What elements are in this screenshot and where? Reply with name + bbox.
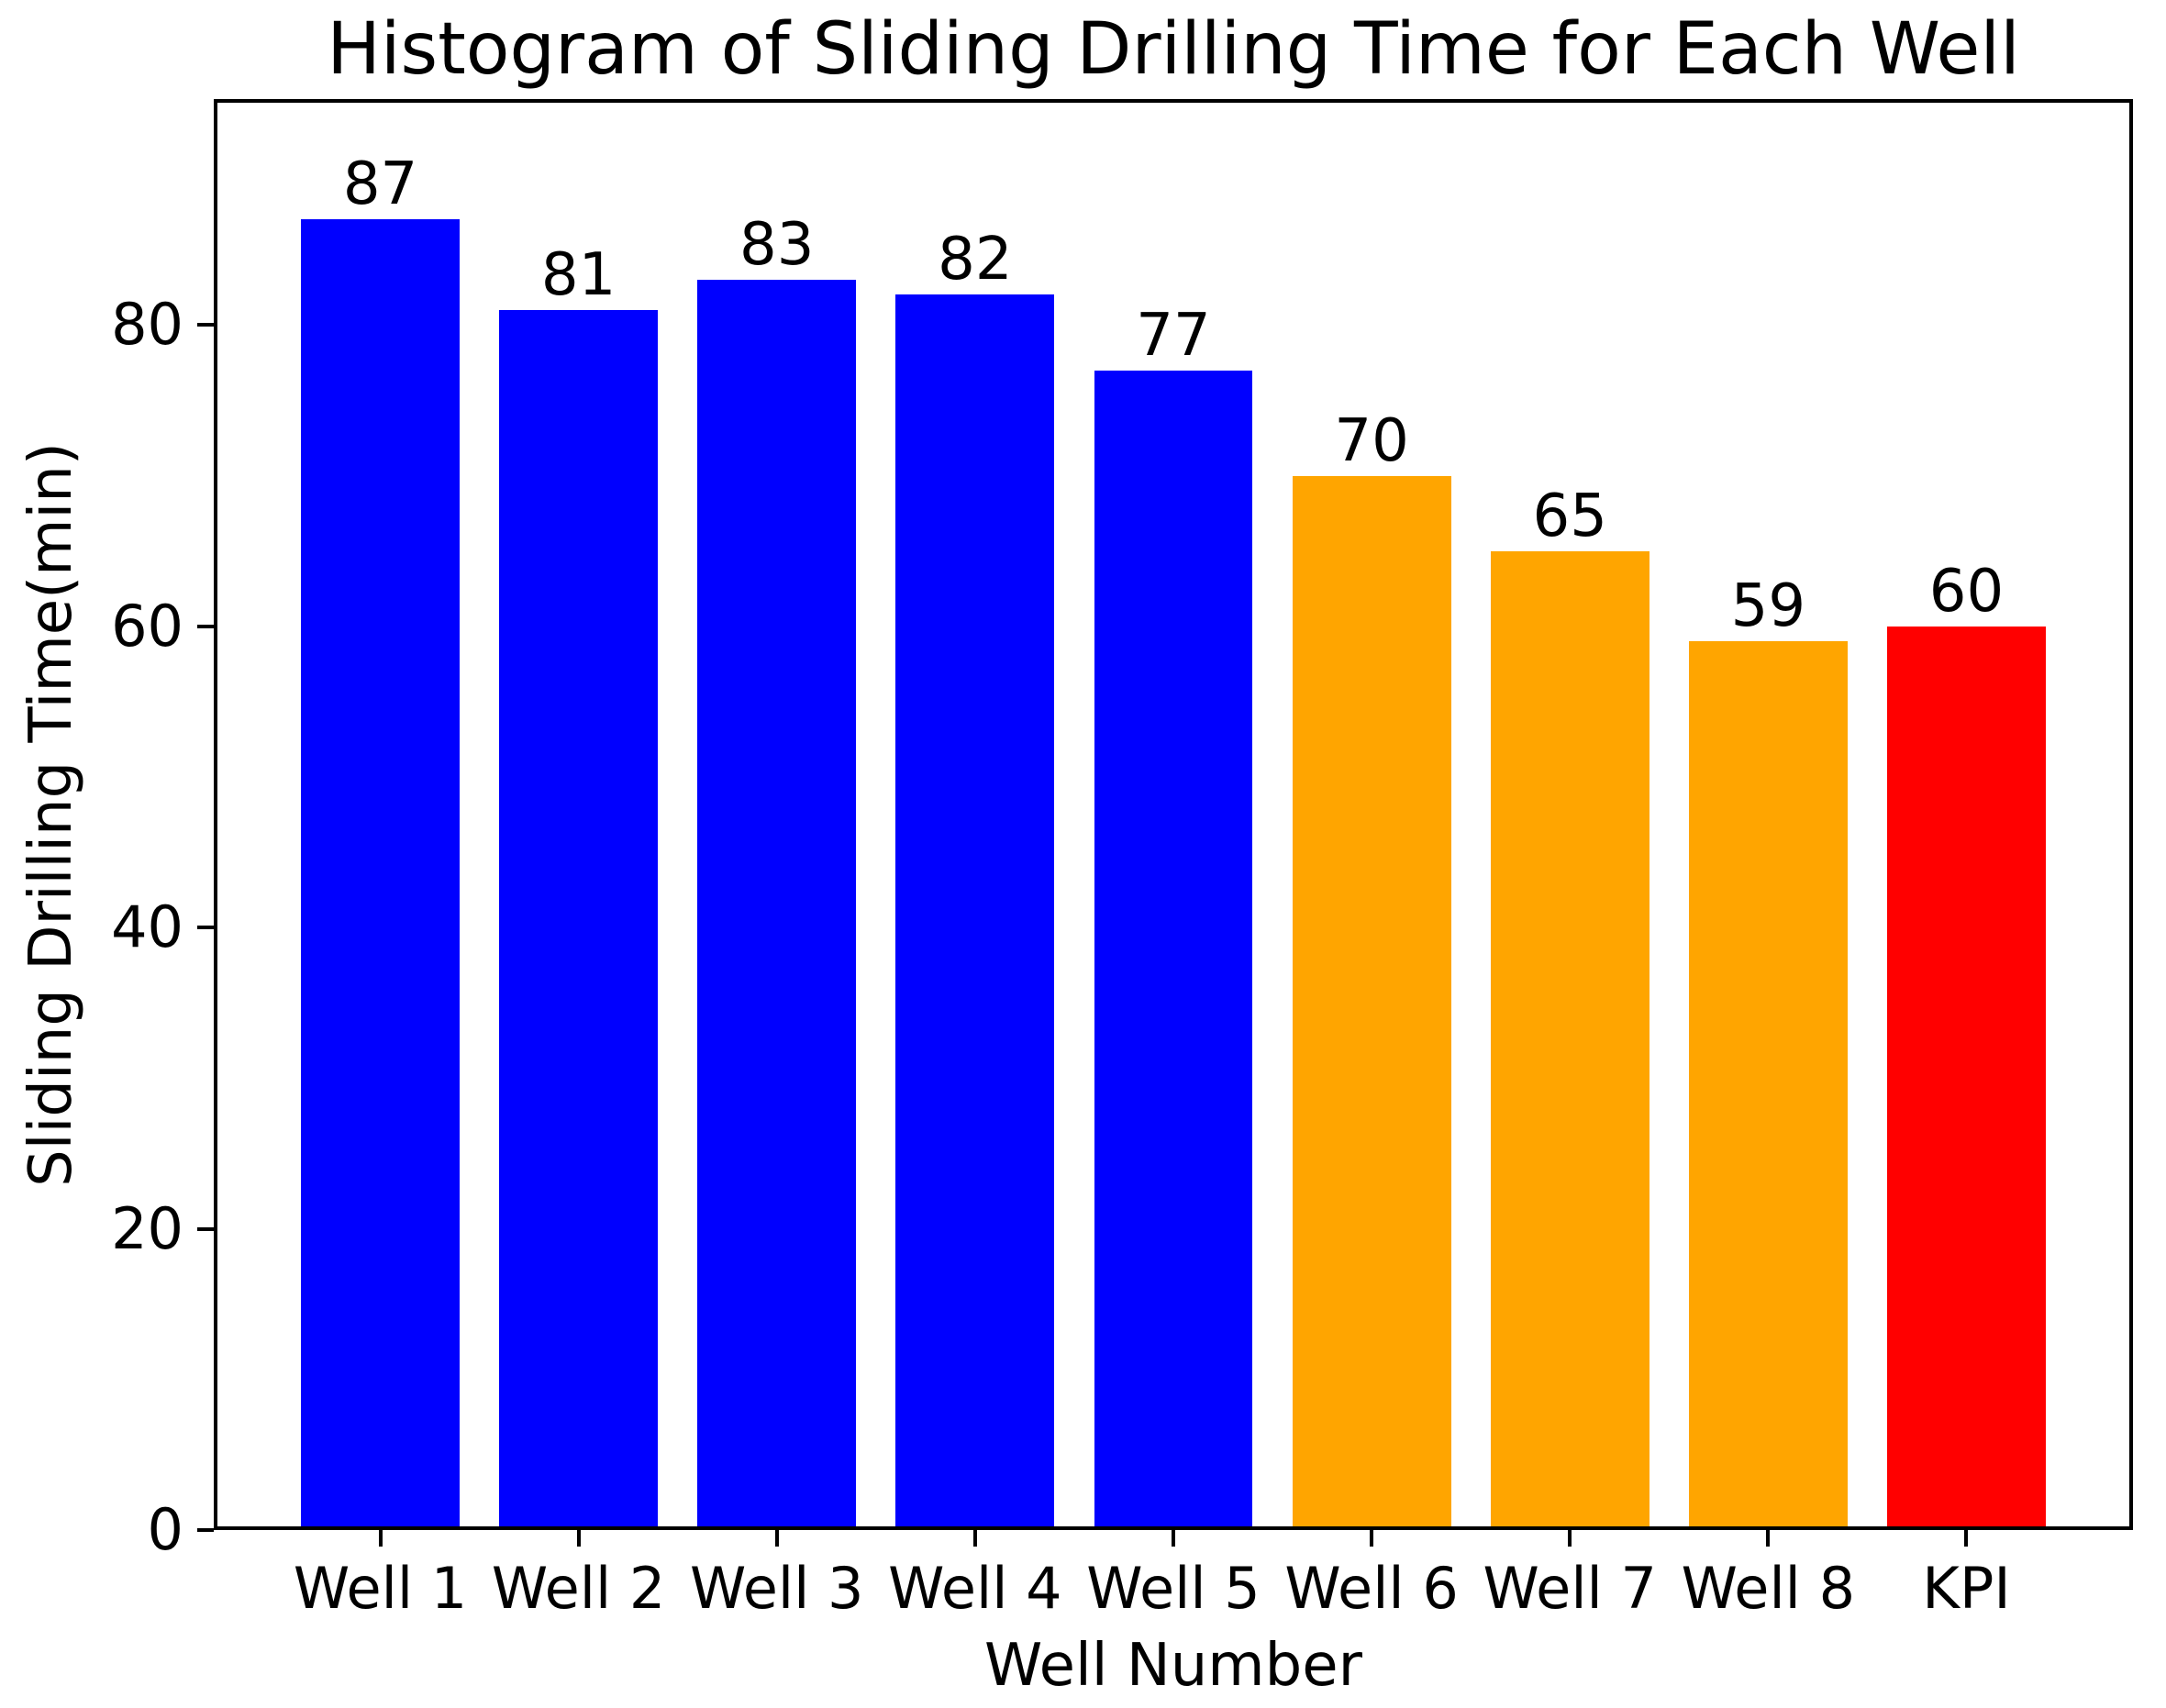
y-axis-label: Sliding Drilling Time(min) xyxy=(17,442,85,1187)
y-tick-mark xyxy=(197,624,214,628)
bar-well-4 xyxy=(895,294,1055,1526)
x-tick-mark xyxy=(1964,1530,1969,1547)
bar-kpi xyxy=(1887,626,2046,1526)
y-tick-mark xyxy=(197,1226,214,1231)
bar-value-label: 59 xyxy=(1730,572,1806,641)
x-tick-label-7: Well 7 xyxy=(1483,1555,1657,1622)
y-tick-label: 60 xyxy=(111,592,183,660)
x-tick-mark xyxy=(1766,1530,1771,1547)
x-tick-label-3: Well 3 xyxy=(690,1555,864,1622)
x-tick-label-9: KPI xyxy=(1922,1555,2011,1622)
bar-well-2 xyxy=(499,309,659,1526)
bar-value-label: 81 xyxy=(540,240,616,309)
x-tick-mark xyxy=(1568,1530,1572,1547)
y-tick-mark xyxy=(197,1528,214,1532)
bar-value-label: 70 xyxy=(1334,406,1409,475)
bar-value-label: 87 xyxy=(342,150,418,219)
y-tick-label: 80 xyxy=(111,291,183,359)
y-tick-label: 40 xyxy=(111,893,183,961)
x-tick-label-6: Well 6 xyxy=(1284,1555,1459,1622)
x-tick-label-5: Well 5 xyxy=(1086,1555,1261,1622)
x-tick-label-2: Well 2 xyxy=(491,1555,666,1622)
bar-well-7 xyxy=(1490,550,1649,1526)
y-tick-label: 0 xyxy=(147,1496,183,1563)
bar-well-3 xyxy=(697,280,857,1526)
y-tick-label: 20 xyxy=(111,1194,183,1262)
bar-value-label: 83 xyxy=(739,211,815,280)
bar-value-label: 82 xyxy=(938,226,1013,294)
y-tick-mark xyxy=(197,323,214,327)
x-tick-label-1: Well 1 xyxy=(293,1555,468,1622)
bar-well-1 xyxy=(301,219,460,1526)
x-tick-mark xyxy=(774,1530,779,1547)
x-tick-mark xyxy=(378,1530,383,1547)
x-tick-label-8: Well 8 xyxy=(1681,1555,1856,1622)
chart-title: Histogram of Sliding Drilling Time for E… xyxy=(327,8,2020,91)
bar-well-5 xyxy=(1094,370,1253,1526)
x-tick-label-4: Well 4 xyxy=(888,1555,1062,1622)
x-tick-mark xyxy=(972,1530,977,1547)
x-tick-mark xyxy=(1172,1530,1175,1547)
bar-value-label: 60 xyxy=(1928,557,2005,626)
bar-well-6 xyxy=(1292,475,1451,1526)
x-tick-mark xyxy=(1370,1530,1374,1547)
bar-well-8 xyxy=(1688,641,1848,1526)
bar-value-label: 77 xyxy=(1136,301,1211,370)
x-tick-mark xyxy=(576,1530,581,1547)
bar-value-label: 65 xyxy=(1532,482,1607,550)
x-axis-label: Well Number xyxy=(984,1632,1362,1700)
y-tick-mark xyxy=(197,926,214,930)
